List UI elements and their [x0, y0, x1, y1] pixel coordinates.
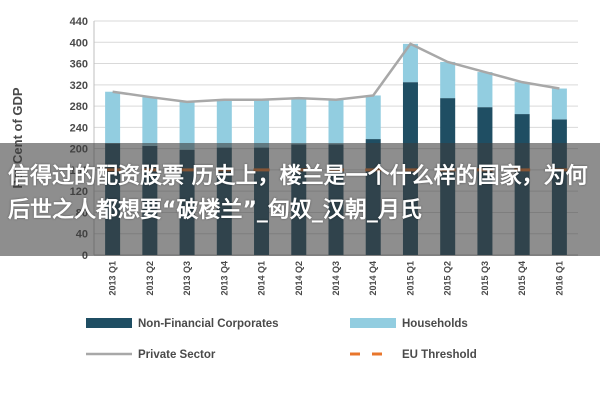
bar-households	[328, 99, 344, 145]
y-tick-label: 400	[70, 37, 88, 49]
x-tick-label: 2015 Q1	[405, 261, 415, 296]
x-tick-label: 2013 Q1	[108, 261, 118, 296]
line-private-sector	[112, 42, 560, 104]
x-tick-label: 2014 Q3	[331, 261, 341, 296]
bar-households	[105, 91, 121, 144]
legend-label: Households	[402, 318, 468, 330]
bar-households	[365, 95, 381, 140]
caption-text: 信得过的配资股票 历史上，楼兰是一个什么样的国家，为何后世之人都想要“破楼兰”_…	[8, 164, 588, 223]
x-tick-label: 2013 Q4	[219, 261, 229, 296]
x-tick-label: 2014 Q4	[368, 261, 378, 296]
caption-overlay	[0, 143, 600, 256]
y-tick-label: 320	[70, 80, 88, 92]
x-tick-label: 2013 Q2	[145, 261, 155, 296]
legend-swatch	[350, 318, 396, 328]
bar-households	[551, 88, 567, 120]
y-tick-label: 240	[70, 122, 88, 134]
bar-households	[291, 98, 307, 145]
bar-households	[477, 72, 493, 108]
y-tick-label: 360	[70, 59, 88, 71]
bar-households	[402, 43, 418, 83]
x-tick-label: 2015 Q3	[480, 261, 490, 296]
bar-households	[440, 61, 456, 99]
legend-swatch	[86, 318, 132, 328]
x-tick-label: 2014 Q2	[294, 261, 304, 296]
x-tick-label: 2016 Q1	[554, 261, 564, 296]
x-tick-label: 2015 Q2	[443, 261, 453, 296]
bar-households	[142, 97, 158, 146]
y-tick-label: 280	[70, 101, 88, 113]
bar-households	[216, 99, 232, 148]
y-tick-label: 440	[70, 16, 88, 28]
legend-label: Non-Financial Corporates	[138, 318, 279, 330]
bar-households	[179, 101, 195, 150]
x-tick-label: 2013 Q3	[182, 261, 192, 296]
bar-households	[254, 99, 270, 148]
legend-label: Private Sector	[138, 349, 216, 361]
x-tick-label: 2015 Q4	[517, 261, 527, 296]
bar-households	[514, 82, 530, 115]
y-tick-label: 0	[82, 250, 88, 262]
x-tick-label: 2014 Q1	[257, 261, 267, 296]
legend-label: EU Threshold	[402, 349, 477, 361]
